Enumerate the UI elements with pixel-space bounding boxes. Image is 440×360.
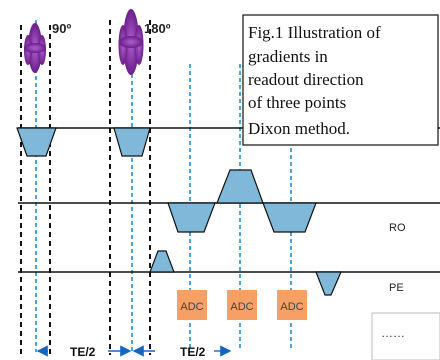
ro-lobe-negative <box>167 202 216 233</box>
adc-box <box>177 290 207 320</box>
adc-box <box>227 290 257 320</box>
caption-line: of three points <box>248 93 346 112</box>
phase-gradients <box>149 250 342 296</box>
slice-gradient-lobe <box>113 127 151 157</box>
ro-lobe-negative <box>262 202 317 233</box>
adc-box <box>277 290 307 320</box>
pe-lobe-positive <box>149 250 175 273</box>
ro-lobe-positive <box>216 169 264 204</box>
slice-gradients <box>16 127 151 157</box>
te-label-first: TE/2 <box>70 345 96 359</box>
caption-line: Dixon method. <box>248 119 350 138</box>
ellipsis-text: …… <box>381 326 405 340</box>
caption-box <box>242 14 439 146</box>
caption-line: Fig.1 Illustration of <box>248 23 381 42</box>
adc-windows: ADC ADC ADC <box>177 290 307 320</box>
pulse-guide-lines <box>20 20 151 355</box>
ellipsis-box <box>371 312 440 360</box>
caption-line: gradients in <box>248 47 328 66</box>
caption-line: readout direction <box>248 70 364 89</box>
adc-label: ADC <box>180 301 203 313</box>
pulse-90-label: 90º <box>52 21 71 36</box>
readout-gradients <box>167 169 317 233</box>
rf-pulse-90 <box>24 23 46 73</box>
adc-label: ADC <box>230 301 253 313</box>
rf-pulse-180 <box>118 9 144 75</box>
pe-lobe-negative <box>315 271 342 296</box>
pe-label: PE <box>389 282 404 294</box>
pulse-180-label: 180º <box>144 21 171 36</box>
adc-label: ADC <box>280 301 303 313</box>
caption-text: Fig.1 Illustration of gradients in reado… <box>248 23 381 138</box>
te-label-second: TE/2 <box>180 345 206 359</box>
slice-gradient-lobe <box>16 127 57 157</box>
ro-label: RO <box>389 222 406 234</box>
